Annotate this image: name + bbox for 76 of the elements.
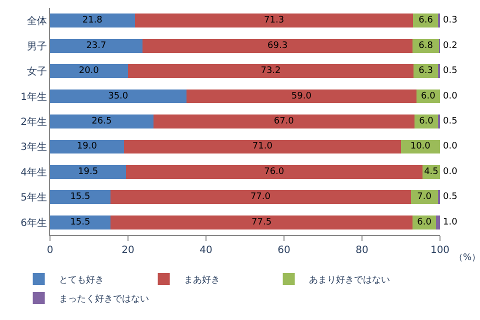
bar (142, 38, 413, 53)
data-label: 6.6 (418, 16, 434, 26)
x-tick-label: 60 (278, 245, 290, 256)
legend-label: あまり好きではない (308, 274, 390, 286)
bar (50, 190, 110, 204)
legend-label: とても好き (58, 274, 104, 286)
data-label: 59.0 (291, 91, 312, 102)
data-label: 73.2 (260, 66, 281, 76)
y-tick-label: 女子 (27, 66, 47, 78)
bar (153, 114, 415, 128)
x-tick-label: 0 (46, 245, 54, 256)
y-tick-label: 4年生 (20, 166, 47, 178)
data-label: 0.5 (443, 66, 458, 76)
bar (410, 190, 438, 204)
data-label: 0.3 (443, 16, 458, 26)
y-tick-label: 3年生 (20, 141, 47, 154)
data-label: 20.0 (78, 66, 100, 76)
bar (124, 140, 401, 154)
bar (50, 38, 142, 53)
bar (186, 89, 417, 104)
data-label: 6.8 (418, 40, 434, 51)
data-label: 77.0 (250, 192, 271, 202)
data-label: 6.0 (419, 116, 434, 126)
y-tick-label: 1年生 (20, 90, 47, 103)
bar (50, 165, 126, 179)
data-label: 0.0 (443, 142, 458, 152)
legend-label: まあ好き (184, 274, 220, 286)
data-label: 6.0 (417, 217, 432, 228)
y-tick-label: 2年生 (20, 116, 47, 128)
text: （%） (454, 253, 480, 263)
data-label: 21.8 (82, 16, 103, 26)
x-tick-label: 20 (122, 245, 134, 256)
data-label: 67.0 (274, 116, 294, 126)
data-label: 77.5 (252, 217, 272, 228)
data-label: 4.5 (424, 166, 438, 177)
y-tick-label: 全体 (27, 15, 47, 28)
bar (110, 215, 413, 230)
bar (50, 89, 186, 104)
bar (50, 140, 124, 154)
data-label: 0.0 (443, 166, 458, 177)
data-label: 71.0 (252, 142, 273, 152)
data-label: 71.3 (264, 16, 284, 26)
bar (50, 215, 110, 230)
bar (128, 64, 414, 78)
data-label: 1.0 (443, 217, 458, 228)
data-label: 23.7 (86, 40, 106, 51)
data-label: 15.5 (70, 192, 90, 202)
bar (110, 190, 411, 204)
bar (436, 215, 440, 230)
data-label: 76.0 (264, 166, 284, 177)
data-label: 19.5 (78, 166, 98, 177)
data-label: 26.5 (92, 116, 112, 126)
data-label: 35.0 (108, 91, 128, 102)
x-tick-label: 100 (430, 245, 450, 256)
y-tick-label: 男子 (27, 41, 47, 52)
data-label: 0.2 (443, 40, 458, 51)
y-tick-label: 5年生 (20, 192, 47, 204)
bar (50, 64, 128, 78)
data-label: 69.3 (268, 40, 288, 51)
data-label: 0.0 (443, 91, 458, 102)
data-label: 6.3 (418, 66, 433, 76)
data-label: 19.0 (76, 142, 98, 152)
data-label: 10.0 (410, 142, 431, 152)
data-label: 0.5 (443, 116, 458, 126)
data-label: 7.0 (417, 192, 432, 202)
bar (50, 14, 136, 28)
data-label: 0.5 (443, 192, 458, 202)
legend-label: まったく好きではない (58, 294, 149, 305)
x-tick-label: 40 (200, 245, 212, 256)
x-tick-label: 80 (356, 245, 368, 256)
data-label: 6.0 (421, 91, 436, 102)
data-label: 15.5 (70, 217, 90, 228)
y-tick-label: 6年生 (20, 216, 47, 229)
bar (135, 14, 414, 28)
bar (126, 165, 422, 179)
bar (50, 114, 154, 128)
